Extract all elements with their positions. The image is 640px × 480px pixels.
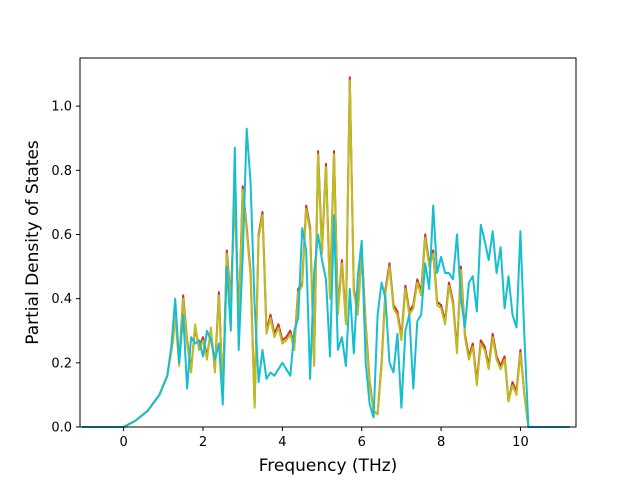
x-tick-label: 4: [278, 435, 286, 450]
y-tick-label: 0.4: [51, 292, 72, 307]
y-tick-label: 0.6: [51, 228, 72, 243]
y-tick-label: 0.2: [51, 356, 72, 371]
series-layer: [82, 76, 570, 428]
series-line-2: [82, 79, 570, 428]
y-tick-label: 0.8: [51, 164, 72, 179]
x-tick-label: 8: [437, 435, 445, 450]
x-tick-label: 2: [199, 435, 207, 450]
series-line-1: [82, 76, 570, 428]
x-axis-ticks: 0 2 4 6 8 10: [120, 427, 529, 450]
y-tick-label: 0.0: [51, 421, 72, 436]
y-axis-label: Partial Density of States: [23, 140, 43, 345]
y-tick-label: 1.0: [51, 100, 72, 115]
plot-frame: [79, 57, 577, 428]
x-tick-label: 10: [512, 435, 529, 450]
x-tick-label: 6: [358, 435, 366, 450]
y-axis-ticks: 0.0 0.2 0.4 0.6 0.8 1.0: [51, 100, 80, 436]
series-line-3: [82, 127, 570, 428]
x-tick-label: 0: [120, 435, 128, 450]
x-axis-label: Frequency (THz): [259, 456, 398, 476]
